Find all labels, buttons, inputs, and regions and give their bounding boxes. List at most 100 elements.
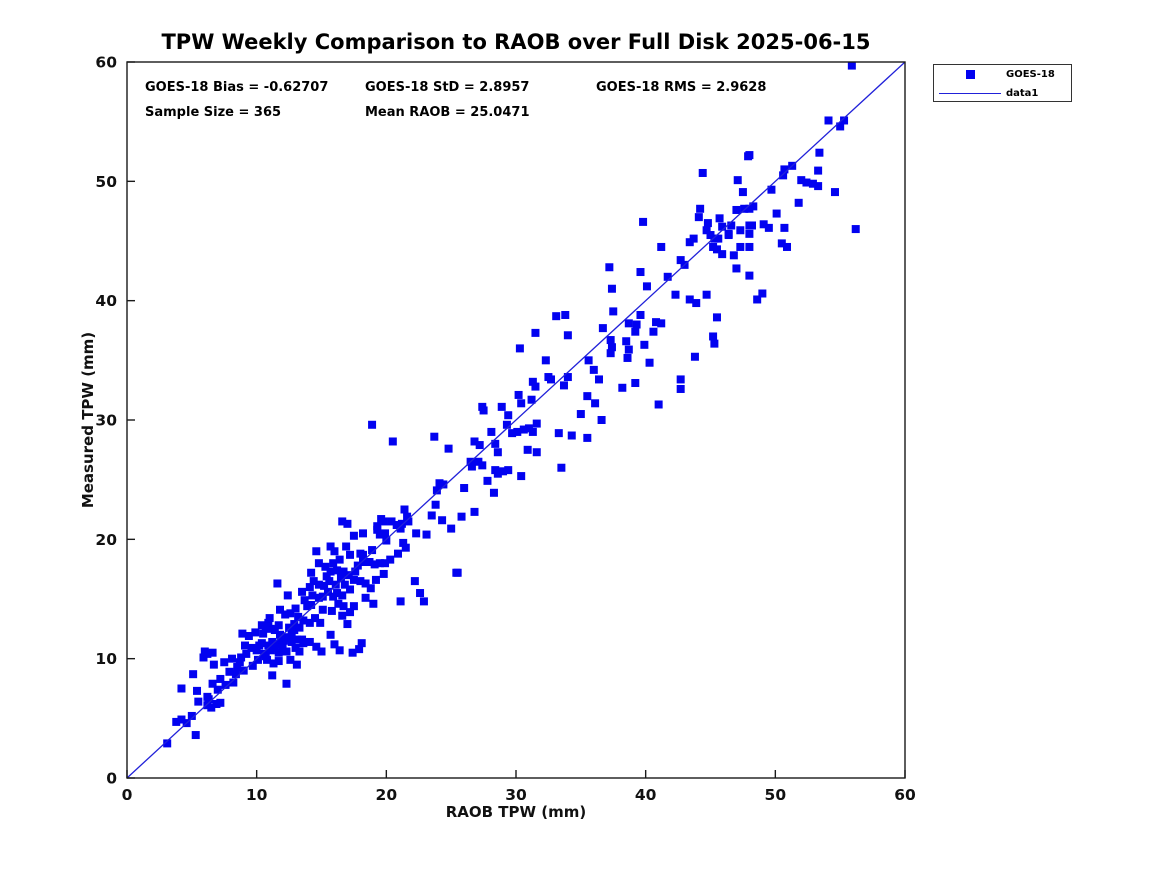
scatter-point (331, 580, 340, 589)
scatter-point (397, 519, 406, 528)
scatter-point (334, 599, 343, 608)
scatter-point (270, 643, 279, 652)
scatter-point (209, 660, 218, 669)
scatter-point (400, 505, 409, 514)
y-tick-label: 60 (95, 54, 117, 72)
x-tick-label: 60 (894, 786, 916, 804)
scatter-point (194, 697, 203, 706)
scatter-point (382, 536, 391, 545)
scatter-point (225, 667, 234, 676)
x-axis-label: RAOB TPW (mm) (445, 803, 587, 821)
scatter-point (233, 663, 242, 672)
scatter-point (457, 512, 466, 521)
scatter-point (330, 547, 339, 556)
scatter-point (344, 571, 353, 580)
scatter-point (515, 344, 524, 353)
scatter-point (552, 312, 561, 321)
scatter-point (292, 660, 301, 669)
page-title: TPW Weekly Comparison to RAOB over Full … (161, 30, 871, 54)
scatter-point (394, 549, 403, 558)
scatter-point (349, 602, 358, 611)
scatter-point (780, 165, 789, 174)
scatter-point (694, 213, 703, 222)
scatter-point (285, 623, 294, 632)
scatter-point (200, 647, 209, 656)
scatter-point (295, 623, 304, 632)
scatter-point (358, 550, 367, 559)
scatter-point (729, 251, 738, 260)
scatter-point (744, 152, 753, 161)
square-marker-icon (965, 70, 975, 79)
scatter-point (177, 684, 186, 693)
scatter-point (401, 543, 410, 552)
scatter-point (346, 550, 355, 559)
scatter-point (251, 628, 260, 637)
scatter-point (745, 242, 754, 251)
scatter-point (435, 479, 444, 488)
scatter-point (489, 488, 498, 497)
scatter-point (339, 602, 348, 611)
y-axis-label: Measured TPW (mm) (79, 331, 97, 509)
scatter-point (282, 679, 291, 688)
scatter-point (624, 319, 633, 328)
scatter-point (270, 626, 279, 635)
stat-rms: GOES-18 RMS = 2.9628 (596, 80, 767, 95)
scatter-point (357, 639, 366, 648)
scatter-point (703, 219, 712, 228)
scatter-point (836, 122, 845, 131)
scatter-point (657, 242, 666, 251)
scatter-point (396, 597, 405, 606)
y-tick-label: 40 (95, 292, 117, 310)
scatter-point (291, 604, 300, 613)
scatter-point (814, 166, 823, 175)
y-tick-label: 10 (95, 650, 117, 668)
scatter-point (499, 467, 508, 476)
scatter-point (309, 577, 318, 586)
scatter-point (690, 352, 699, 361)
scatter-point (240, 641, 249, 650)
scatter-point (370, 560, 379, 569)
scatter-point (594, 375, 603, 384)
scatter-point (532, 419, 541, 428)
scatter-point (783, 242, 792, 251)
scatter-point (624, 345, 633, 354)
scatter-point (487, 427, 496, 436)
scatter-point (322, 572, 331, 581)
scatter-point (338, 611, 347, 620)
scatter-point (244, 631, 253, 640)
scatter-point (657, 319, 666, 328)
scatter-point (399, 538, 408, 547)
scatter-point (292, 635, 301, 644)
scatter-point (747, 221, 756, 230)
scatter-point (343, 620, 352, 629)
scatter-point (780, 223, 789, 232)
scatter-point (758, 289, 767, 298)
scatter-point (314, 580, 323, 589)
y-tick-label: 20 (95, 531, 117, 549)
scatter-point (447, 524, 456, 533)
scatter-point (325, 577, 334, 586)
scatter-point (740, 204, 749, 213)
scatter-point (356, 577, 365, 586)
scatter-point (358, 558, 367, 567)
scatter-point (381, 559, 390, 568)
scatter-point (287, 637, 296, 646)
scatter-point (422, 530, 431, 539)
scatter-point (191, 731, 200, 740)
scatter-point (702, 290, 711, 299)
scatter-point (317, 647, 326, 656)
scatter-point (349, 575, 358, 584)
y-tick-label: 30 (95, 412, 117, 430)
scatter-point (497, 402, 506, 411)
scatter-point (330, 640, 339, 649)
scatter-point (528, 427, 537, 436)
scatter-point (329, 559, 338, 568)
scatter-point (286, 655, 295, 664)
scatter-point (261, 652, 270, 661)
scatter-point (282, 634, 291, 643)
scatter-point (213, 685, 222, 694)
scatter-point (295, 647, 304, 656)
scatter-point (847, 61, 856, 70)
scatter-point (696, 204, 705, 213)
